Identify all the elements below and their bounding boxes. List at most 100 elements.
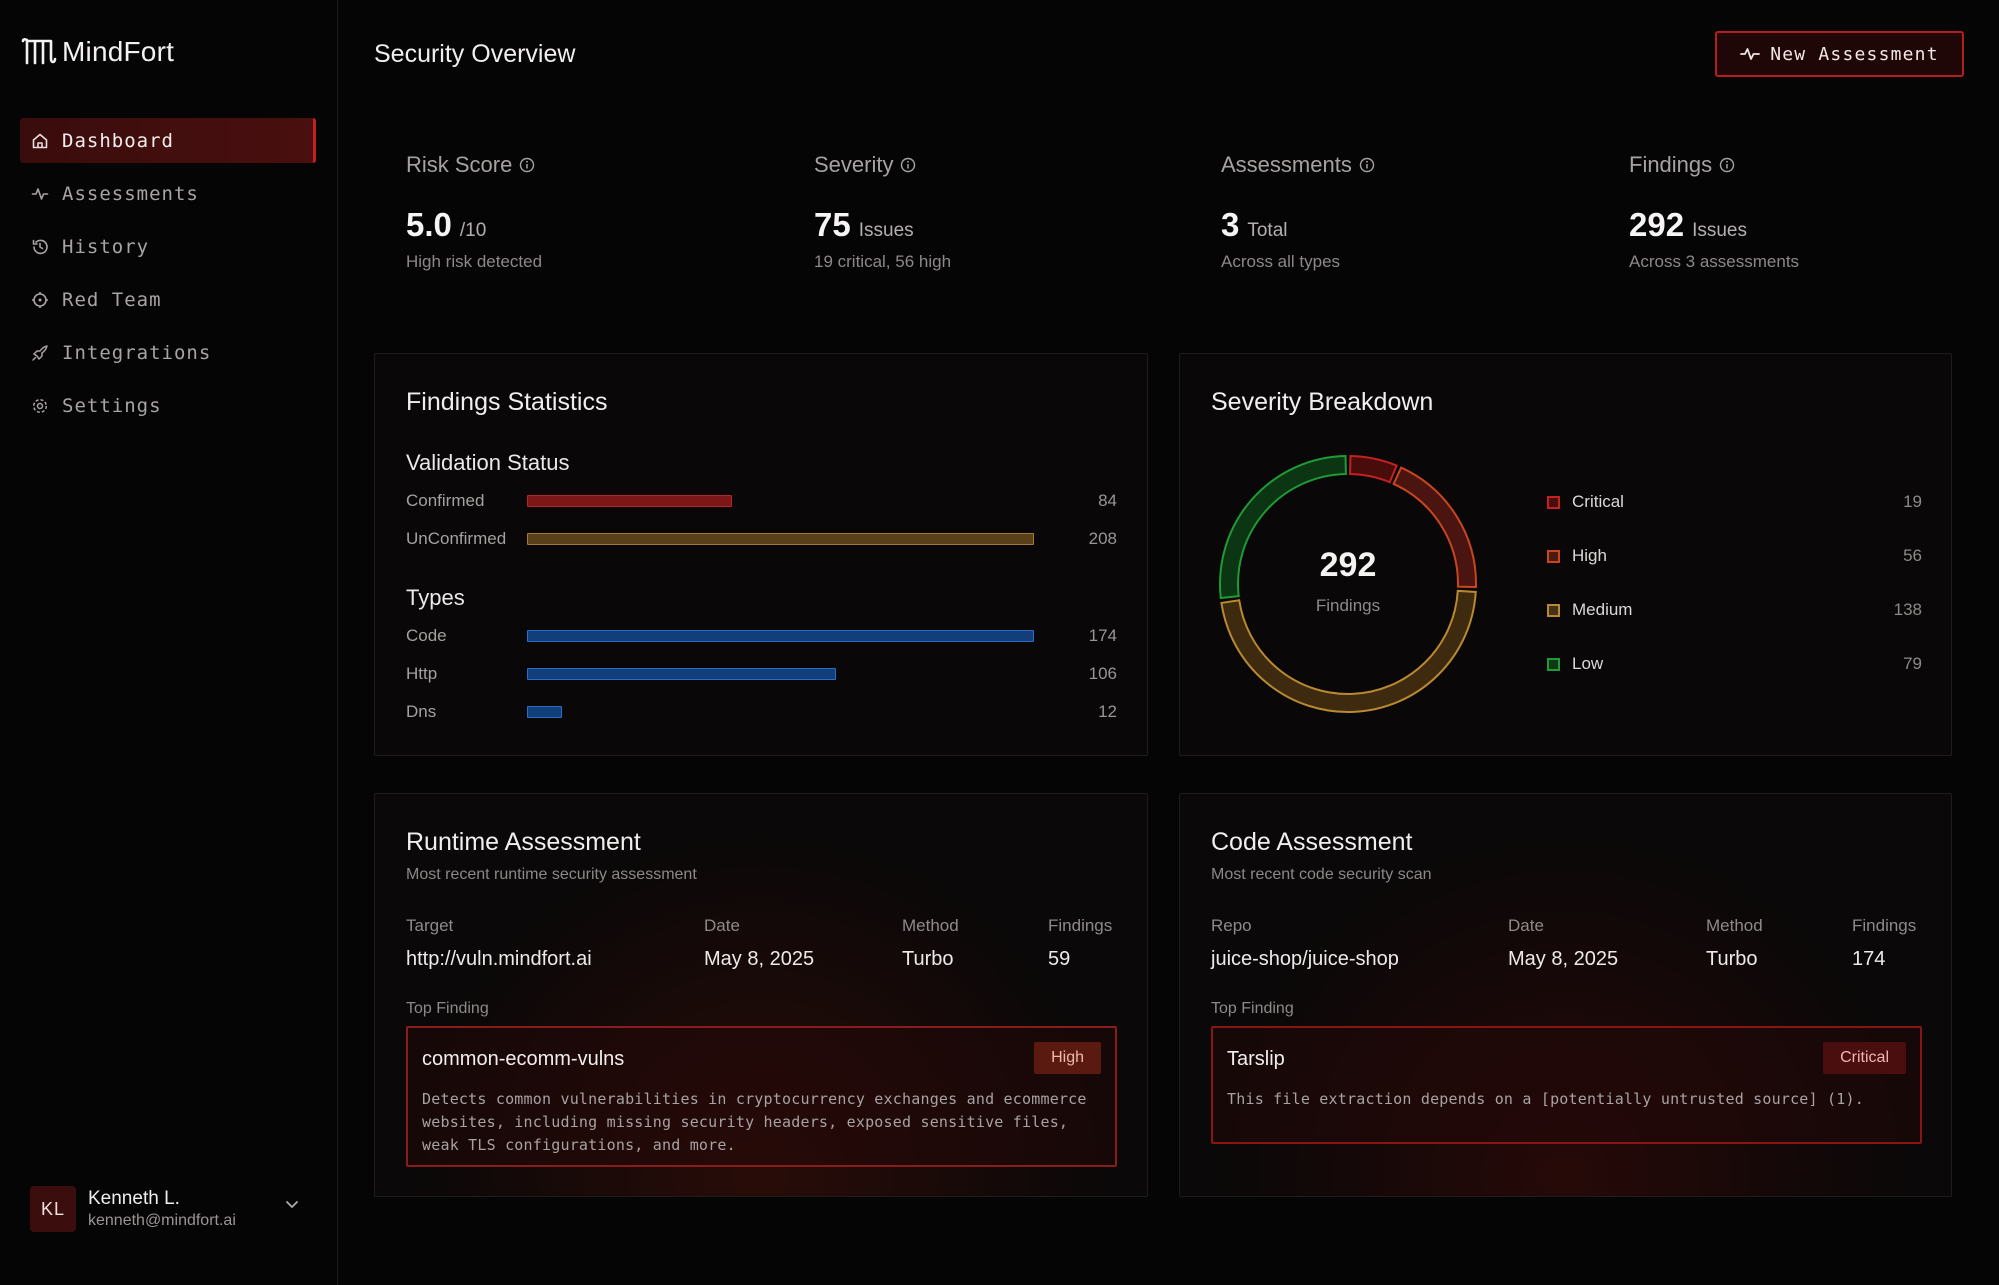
bar-label: Dns <box>406 702 437 721</box>
user-menu[interactable]: KL Kenneth L. kenneth@mindfort.ai <box>30 1184 310 1234</box>
code-assessment-card[interactable]: Code Assessment Most recent code securit… <box>1179 793 1952 1197</box>
info-icon[interactable] <box>519 157 535 173</box>
brand-name: MindFort <box>62 36 175 67</box>
findings-statistics-card: Findings Statistics Validation Status Co… <box>374 353 1148 756</box>
top-finding-label: Top Finding <box>1211 1000 1294 1017</box>
donut-segment-high[interactable] <box>1392 466 1477 589</box>
donut-total-label: Findings <box>1315 596 1381 615</box>
bar-count: 174 <box>1088 626 1117 645</box>
activity-icon <box>31 187 49 200</box>
legend-swatch <box>1547 549 1560 563</box>
donut-segment-low[interactable] <box>1219 455 1347 600</box>
stat-subtext: 19 critical, 56 high <box>814 252 952 271</box>
legend-label: High <box>1572 546 1607 565</box>
stat-label: Severity <box>814 152 894 177</box>
bar-label: Confirmed <box>406 491 485 510</box>
new-assessment-button[interactable]: New Assessment <box>1715 31 1964 77</box>
sidebar-item-label: Dashboard <box>62 129 174 152</box>
stat-value: 3 <box>1221 206 1240 243</box>
card-title: Severity Breakdown <box>1211 388 1434 416</box>
severity-breakdown-card: Severity Breakdown 292 Findings Critical… <box>1179 353 1952 756</box>
meta-label: Date <box>704 916 740 935</box>
legend-value: 19 <box>1903 492 1922 511</box>
meta-value: Turbo <box>902 948 954 970</box>
stat-assessments: Assessments 3 Total Across all types <box>1221 152 1561 272</box>
card-title: Runtime Assessment <box>406 828 641 856</box>
bar-count: 12 <box>1098 702 1117 721</box>
stat-value: 292 <box>1629 206 1685 243</box>
sidebar-item-integrations[interactable]: Integrations <box>20 330 316 375</box>
sidebar-item-settings[interactable]: Settings <box>20 383 316 428</box>
home-icon <box>32 133 48 148</box>
bar-count: 208 <box>1088 529 1117 548</box>
meta-label: Method <box>902 916 959 935</box>
bar-fill <box>527 533 1034 545</box>
user-email: kenneth@mindfort.ai <box>88 1212 236 1229</box>
legend-low: Low 79 <box>1547 652 1922 676</box>
brand-logo[interactable]: MindFort <box>20 36 174 68</box>
finding-description: This file extraction depends on a [poten… <box>1227 1090 1864 1108</box>
legend-value: 56 <box>1903 546 1922 565</box>
legend-swatch <box>1547 495 1560 509</box>
runtime-assessment-card[interactable]: Runtime Assessment Most recent runtime s… <box>374 793 1148 1197</box>
sidebar-item-label: History <box>62 235 150 258</box>
validation-status-heading: Validation Status <box>406 450 570 475</box>
sidebar-item-red-team[interactable]: Red Team <box>20 277 316 322</box>
stat-unit: Issues <box>858 220 914 241</box>
top-finding-box[interactable]: common-ecomm-vulns High Detects common v… <box>406 1026 1117 1167</box>
mindfort-logo-icon <box>21 38 57 65</box>
meta-date: Date May 8, 2025 <box>1508 916 1618 971</box>
meta-value: May 8, 2025 <box>704 948 815 970</box>
card-subtitle: Most recent code security scan <box>1211 866 1432 883</box>
stat-unit: Total <box>1247 220 1288 241</box>
legend-swatch <box>1547 603 1560 617</box>
meta-value: 59 <box>1048 948 1071 970</box>
sidebar-item-label: Integrations <box>62 341 212 364</box>
stat-label: Assessments <box>1221 152 1352 177</box>
legend-high: High 56 <box>1547 544 1922 568</box>
bar-row-unconfirmed: UnConfirmed 208 <box>406 528 1117 550</box>
bar-fill <box>527 495 732 507</box>
stat-findings: Findings 292 Issues Across 3 assessments <box>1629 152 1969 272</box>
legend-label: Medium <box>1572 600 1633 619</box>
donut-segment-critical[interactable] <box>1349 455 1398 484</box>
bar-fill <box>527 668 836 680</box>
card-subtitle: Most recent runtime security assessment <box>406 866 697 883</box>
info-icon[interactable] <box>1359 157 1375 173</box>
info-icon[interactable] <box>1719 157 1735 173</box>
finding-description: Detects common vulnerabilities in crypto… <box>422 1090 1087 1154</box>
stat-unit: Issues <box>1692 220 1747 241</box>
sidebar-item-assessments[interactable]: Assessments <box>20 171 316 216</box>
legend-medium: Medium 138 <box>1547 598 1922 622</box>
bar-label: Code <box>406 626 447 645</box>
info-icon[interactable] <box>900 157 916 173</box>
stat-subtext: High risk detected <box>406 252 543 271</box>
sidebar: MindFort Dashboard Assessments History R… <box>0 0 338 1285</box>
user-name: Kenneth L. <box>88 1188 180 1209</box>
meta-repo: Repo juice-shop/juice-shop <box>1211 916 1399 971</box>
sidebar-item-dashboard[interactable]: Dashboard <box>20 118 316 163</box>
stat-risk-score: Risk Score 5.0/10 High risk detected <box>406 152 746 272</box>
stat-severity: Severity 75 Issues 19 critical, 56 high <box>814 152 1154 272</box>
donut-segment-medium[interactable] <box>1220 589 1477 713</box>
history-icon <box>32 239 48 254</box>
chevron-down-icon[interactable] <box>284 1196 300 1212</box>
top-finding-box[interactable]: Tarslip Critical This file extraction de… <box>1211 1026 1922 1144</box>
legend-label: Critical <box>1572 492 1624 511</box>
rocket-icon <box>32 344 48 361</box>
target-icon <box>32 291 48 308</box>
severity-badge: Critical <box>1823 1042 1906 1074</box>
meta-method: Method Turbo <box>902 916 959 971</box>
meta-findings: Findings 59 <box>1048 916 1112 971</box>
bar-row-http: Http 106 <box>406 663 1117 685</box>
stat-value: 5.0 <box>406 206 452 243</box>
meta-value: 174 <box>1852 948 1886 970</box>
legend-value: 138 <box>1893 600 1922 619</box>
donut-total: 292 <box>1319 546 1377 584</box>
sidebar-item-history[interactable]: History <box>20 224 316 269</box>
meta-label: Method <box>1706 916 1763 935</box>
bar-fill <box>527 630 1034 642</box>
meta-label: Date <box>1508 916 1544 935</box>
avatar: KL <box>30 1186 76 1232</box>
legend-swatch <box>1547 657 1560 671</box>
